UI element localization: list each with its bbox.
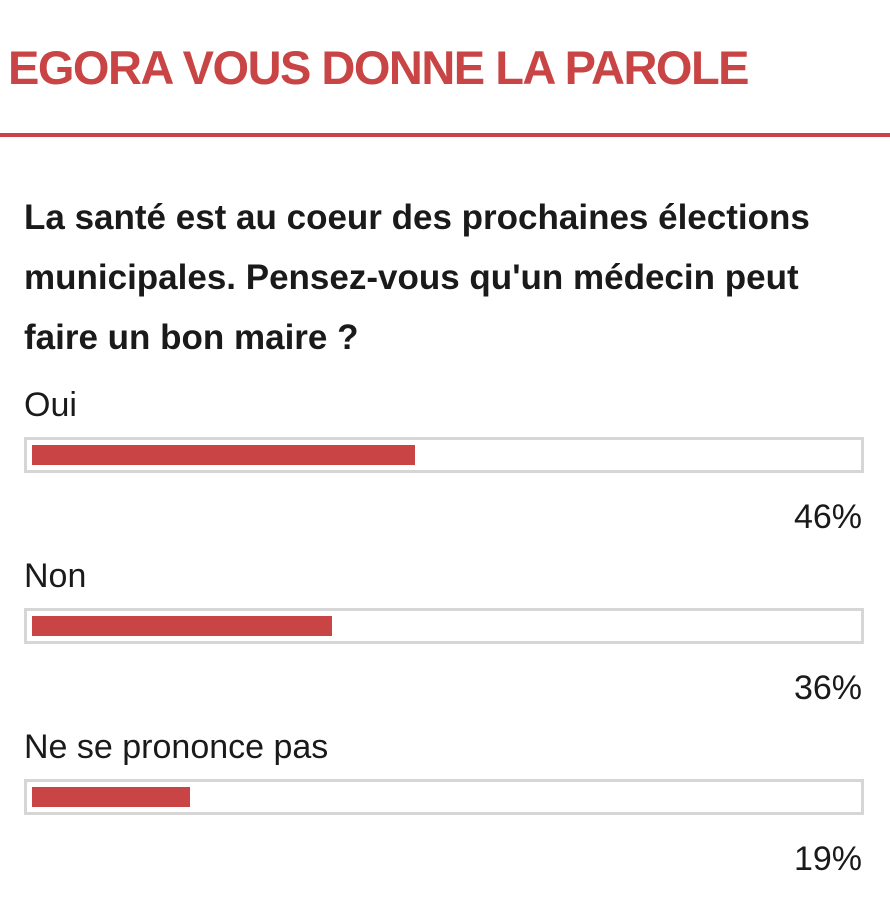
result-bar-fill (32, 787, 190, 807)
result-bar-fill (32, 445, 415, 465)
result-bar-track (24, 437, 864, 473)
answer-percentage: 19% (793, 840, 862, 878)
poll-question: La santé est au coeur des prochaines éle… (24, 198, 810, 357)
answer-percentage: 36% (793, 669, 862, 707)
poll-answer-ne-se-prononce-pas: Ne se prononce pas 19% (0, 727, 890, 897)
poll-answer-oui: Oui 46% (0, 385, 890, 555)
result-bar-fill (32, 616, 332, 636)
answer-label: Ne se prononce pas (24, 728, 329, 766)
result-bar-track (24, 779, 864, 815)
widget-title: EGORA VOUS DONNE LA PAROLE (8, 41, 750, 94)
answer-label: Non (24, 557, 87, 595)
answer-label: Oui (24, 386, 77, 424)
result-bar-track (24, 608, 864, 644)
answer-percentage: 46% (793, 498, 862, 536)
poll-answer-non: Non 36% (0, 556, 890, 726)
title-divider (0, 133, 890, 137)
